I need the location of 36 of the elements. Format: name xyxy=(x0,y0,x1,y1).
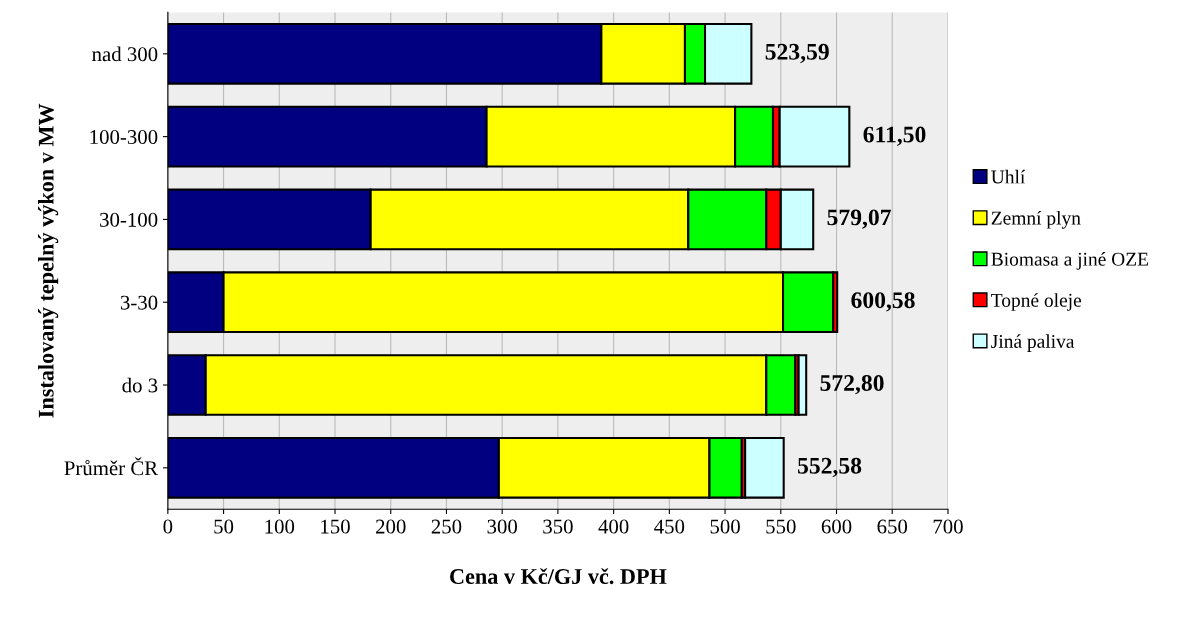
bar xyxy=(744,436,785,499)
x-tick-label: 450 xyxy=(654,519,685,534)
total-label: 611,50 xyxy=(863,126,926,146)
x-tick-label: 100 xyxy=(265,519,295,534)
x-tick-label: 50 xyxy=(214,519,234,534)
x-tick-label: 400 xyxy=(598,519,629,534)
x-tick-label: 650 xyxy=(877,519,908,534)
x-tick-label: 700 xyxy=(933,519,963,534)
y-tick-label: nad 300 xyxy=(92,46,158,62)
y-tick-label: Průměr ČR xyxy=(64,457,159,476)
y-tick-label: 100-300 xyxy=(90,129,158,145)
total-label: 552,58 xyxy=(798,457,862,478)
x-tick-label: 350 xyxy=(543,519,573,534)
x-tick-label: 250 xyxy=(431,519,462,534)
legend-label: Zemní plyn xyxy=(991,210,1081,229)
x-tick-label: 500 xyxy=(710,519,740,534)
y-axis-title: Instalovaný tepelný výkon v MW xyxy=(38,103,59,418)
x-tick-label: 600 xyxy=(821,519,852,534)
legend-label: Jiná paliva xyxy=(991,334,1075,352)
legend-label: Biomasa a jiné OZE xyxy=(991,252,1149,270)
legend-label: Uhlí xyxy=(991,169,1026,184)
total-label: 600,58 xyxy=(851,292,915,312)
total-label: 523,59 xyxy=(765,43,829,64)
x-tick-label: 300 xyxy=(487,519,518,534)
y-tick-label: do 3 xyxy=(122,377,158,393)
y-tick-label: 3-30 xyxy=(120,295,158,310)
x-tick-label: 150 xyxy=(321,519,350,534)
legend-label: Topné oleje xyxy=(991,293,1082,311)
x-tick-label: 200 xyxy=(376,519,406,534)
total-label: 579,07 xyxy=(827,209,891,229)
bar xyxy=(797,354,808,416)
x-axis-title: Cena v Kč/GJ vč. DPH xyxy=(450,568,667,585)
x-tick-label: 0 xyxy=(163,519,173,534)
total-label: 572,80 xyxy=(820,375,884,395)
y-tick-label: 30-100 xyxy=(100,212,158,227)
x-tick-label: 550 xyxy=(766,519,796,534)
